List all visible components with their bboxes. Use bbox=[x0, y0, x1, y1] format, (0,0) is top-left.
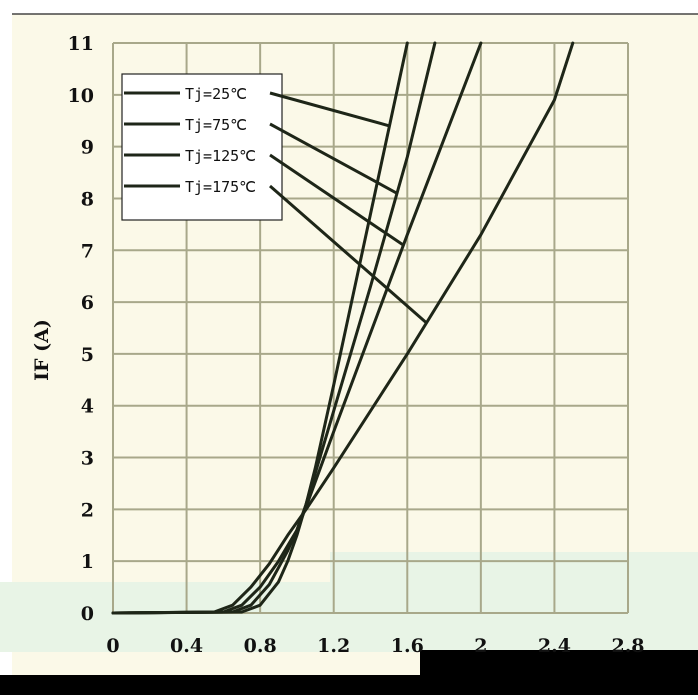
lower-band bbox=[0, 582, 698, 652]
y-tick-label-4: 4 bbox=[81, 396, 94, 418]
y-tick-label-8: 8 bbox=[81, 188, 94, 210]
y-tick-label-0: 0 bbox=[81, 603, 94, 625]
y-tick-label-9: 9 bbox=[81, 137, 94, 159]
series-line-4 bbox=[111, 41, 575, 615]
y-tick-label-7: 7 bbox=[81, 240, 94, 262]
x-tick-label-2: 0.8 bbox=[244, 635, 277, 657]
y-tick-label-10: 10 bbox=[68, 85, 94, 107]
bottom-right-block bbox=[420, 650, 698, 680]
x-tick-label-3: 1.2 bbox=[317, 635, 350, 657]
legend-box bbox=[121, 73, 283, 221]
x-tick-label-5: 2 bbox=[474, 635, 487, 657]
x-tick-label-6: 2.4 bbox=[538, 635, 571, 657]
series-line-3 bbox=[111, 41, 483, 615]
y-tick-label-2: 2 bbox=[81, 499, 94, 521]
y-tick-label-6: 6 bbox=[81, 292, 94, 314]
y-axis-label: IF (A) bbox=[31, 319, 53, 381]
y-tick-label-11: 11 bbox=[68, 33, 94, 55]
legend-leader-1 bbox=[269, 91, 390, 128]
x-tick-label-0: 0 bbox=[106, 635, 119, 657]
legend-label-2: Tj=75℃ bbox=[185, 116, 247, 134]
x-tick-label-4: 1.6 bbox=[391, 635, 424, 657]
y-tick-label-1: 1 bbox=[81, 551, 94, 573]
legend-label-1: Tj=25℃ bbox=[185, 85, 247, 103]
legend-leader-4 bbox=[269, 184, 428, 324]
lower-band-step bbox=[330, 552, 698, 582]
legend-label-4: Tj=175℃ bbox=[185, 178, 256, 196]
series-line-1 bbox=[111, 41, 409, 615]
legend-label-3: Tj=125℃ bbox=[185, 147, 256, 165]
x-tick-label-7: 2.8 bbox=[611, 635, 644, 657]
y-tick-label-3: 3 bbox=[81, 448, 94, 470]
legend-leader-2 bbox=[269, 122, 398, 195]
y-tick-label-5: 5 bbox=[81, 344, 94, 366]
x-tick-label-1: 0.4 bbox=[170, 635, 203, 657]
legend-leader-3 bbox=[269, 153, 405, 247]
